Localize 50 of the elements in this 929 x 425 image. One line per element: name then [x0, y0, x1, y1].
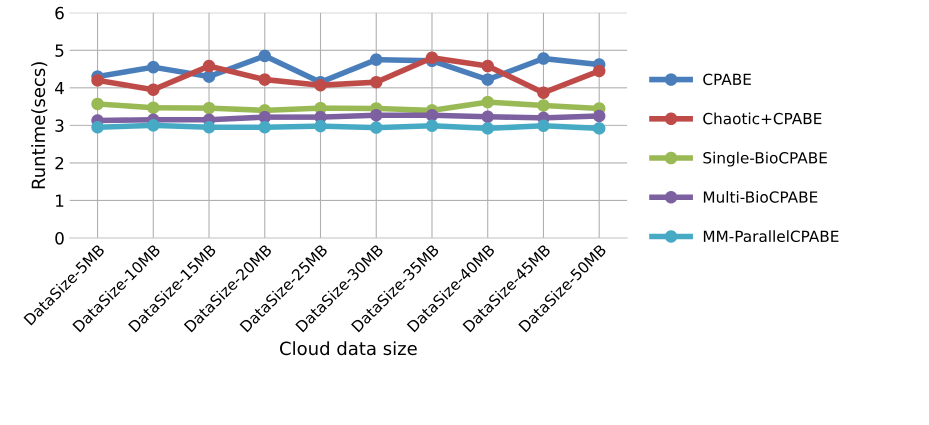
point: [258, 121, 272, 134]
point: [592, 122, 606, 135]
point: [202, 70, 216, 83]
legend-label: Multi-BioCPABE: [704, 191, 818, 203]
point: [537, 86, 550, 99]
point: [314, 120, 327, 132]
point: [202, 60, 216, 72]
point: [91, 98, 104, 110]
legend-label: Single-BioCPABE: [703, 152, 827, 167]
point: [147, 119, 160, 132]
point: [258, 50, 272, 62]
point: [91, 74, 104, 87]
point: [370, 76, 382, 88]
y-tick-label: 4: [55, 82, 64, 94]
y-tick-label: 1: [56, 194, 64, 207]
point: [481, 110, 494, 123]
point: [426, 120, 438, 132]
point: [258, 73, 272, 86]
point: [426, 52, 438, 64]
point: [314, 78, 327, 92]
y-tick-label: 0: [55, 232, 64, 245]
point: [592, 64, 606, 78]
point: [370, 108, 382, 122]
y-tick-label: 3: [55, 119, 64, 132]
point: [202, 121, 216, 134]
point: [258, 110, 272, 124]
legend-label: MM-ParallelCPABE: [704, 230, 838, 242]
y-tick-label: 5: [55, 44, 64, 57]
point: [147, 101, 160, 114]
point: [91, 121, 104, 134]
point: [537, 99, 550, 112]
point: [481, 73, 494, 86]
point: [202, 102, 216, 114]
point: [481, 122, 494, 135]
point: [426, 108, 438, 122]
x-axis-title: Cloud data size: [280, 341, 417, 356]
legend-label: CPABE: [703, 74, 751, 86]
point: [147, 83, 160, 96]
legend-label: Chaotic+CPABE: [703, 112, 822, 124]
point: [592, 110, 606, 122]
y-axis-title: Runtime(secs): [31, 62, 48, 188]
y-tick-label: 2: [55, 156, 64, 170]
point: [481, 60, 494, 72]
point: [370, 121, 382, 134]
y-tick-label: 6: [55, 6, 64, 20]
point: [537, 52, 550, 65]
point: [147, 60, 160, 74]
point: [370, 53, 382, 66]
point: [481, 96, 494, 108]
point: [537, 120, 550, 132]
